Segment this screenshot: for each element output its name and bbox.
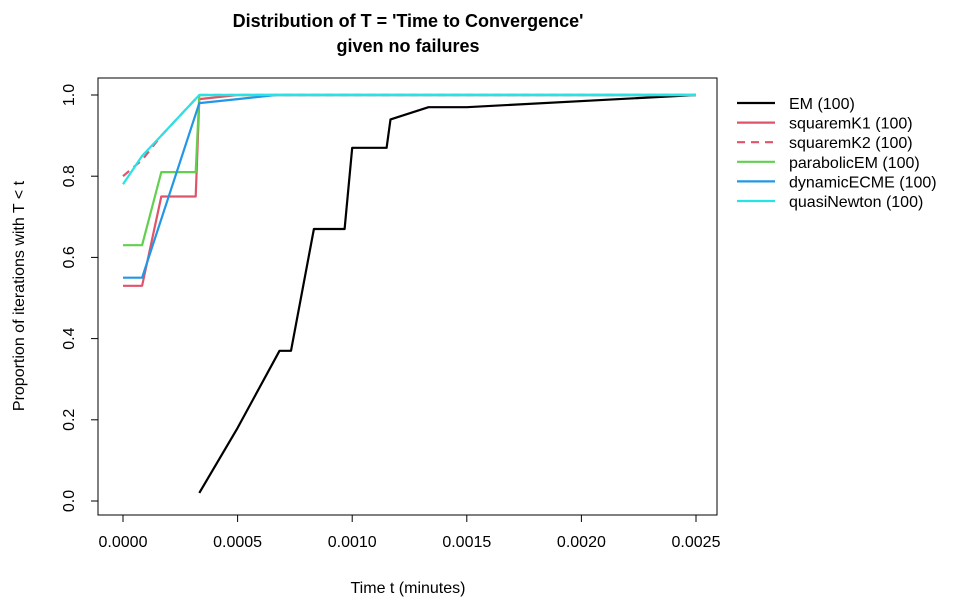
y-axis: 0.0 0.2 0.4 0.6 0.8 1.0 <box>61 84 99 512</box>
legend-label: EM (100) <box>789 96 855 113</box>
x-tick-label: 0.0015 <box>442 534 491 551</box>
legend-label: squaremK1 (100) <box>789 116 913 133</box>
series-line <box>122 93 696 178</box>
x-tick-label: 0.0005 <box>213 534 262 551</box>
series-group <box>122 93 697 494</box>
legend: EM (100) squaremK1 (100) squaremK2 (100) pa… <box>737 96 937 211</box>
x-tick-label: 0.0025 <box>672 534 721 551</box>
series-line <box>123 93 696 279</box>
plot-frame <box>97 77 718 516</box>
legend-label: squaremK2 (100) <box>789 135 913 152</box>
x-axis-label: Time t (minutes) <box>351 580 466 597</box>
x-tick-label: 0.0020 <box>557 534 606 551</box>
legend-label: quasiNewton (100) <box>789 194 923 211</box>
series-line <box>123 93 696 287</box>
x-axis: 0.0000 0.0005 0.0010 0.0015 0.0020 0.0025 <box>99 514 721 551</box>
x-tick-label: 0.0000 <box>99 534 148 551</box>
x-tick-label: 0.0010 <box>328 534 377 551</box>
y-tick-label: 1.0 <box>61 84 78 106</box>
legend-label: parabolicEM (100) <box>789 155 920 172</box>
y-axis-label: Proportion of iterations with T < t <box>11 180 28 411</box>
chart-title-line2: given no failures <box>336 36 479 56</box>
series-line <box>198 93 697 494</box>
legend-label: dynamicECME (100) <box>789 174 937 191</box>
series-line <box>123 93 696 247</box>
y-tick-label: 0.0 <box>61 490 78 512</box>
series-line <box>122 93 696 185</box>
y-tick-label: 0.2 <box>61 409 78 431</box>
y-tick-label: 0.4 <box>61 327 78 349</box>
chart-title-line1: Distribution of T = 'Time to Convergence… <box>233 11 584 31</box>
y-tick-label: 0.6 <box>61 246 78 268</box>
y-tick-label: 0.8 <box>61 165 78 187</box>
